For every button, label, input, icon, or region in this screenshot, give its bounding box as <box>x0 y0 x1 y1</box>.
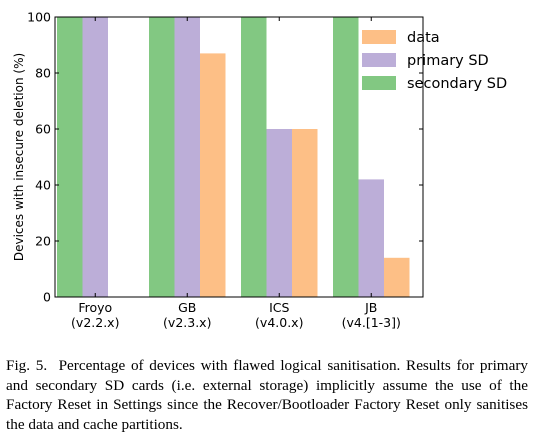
y-tick-label: 60 <box>35 122 51 137</box>
legend-swatch-data <box>362 30 396 44</box>
x-tick-label-froyo: Froyo <box>78 300 112 315</box>
bar-secondary-sd-jb <box>333 17 359 297</box>
figure-label: Fig. 5. <box>6 357 48 374</box>
x-tick-version-froyo: (v2.2.x) <box>71 315 119 330</box>
bar-chart: Devices with insecure deletion (%) 0 20 40… <box>12 10 507 331</box>
bar-data-ics <box>292 129 318 297</box>
bar-data-gb <box>200 53 226 298</box>
bar-secondary-sd-froyo <box>57 17 83 297</box>
x-tick-version-jb: (v4.[1-3]) <box>342 315 401 330</box>
bar-primary-sd-gb <box>174 17 200 297</box>
x-tick-label-ics: ICS <box>269 300 289 315</box>
x-tick-label-gb: GB <box>178 300 196 315</box>
bar-data-jb <box>384 257 410 297</box>
y-tick-label: 100 <box>27 10 51 25</box>
x-tick-version-gb: (v2.3.x) <box>163 315 211 330</box>
bar-primary-sd-ics <box>266 129 292 297</box>
bar-secondary-sd-gb <box>149 17 175 297</box>
y-tick-label: 80 <box>35 66 51 81</box>
y-tick-label: 0 <box>43 290 51 305</box>
x-tick-version-ics: (v4.0.x) <box>255 315 303 330</box>
legend-label-primary-sd: primary SD <box>407 53 489 69</box>
caption-text: Percentage of devices with flawed logica… <box>6 357 529 433</box>
y-tick-label: 20 <box>35 234 51 249</box>
plot-frame <box>54 16 424 298</box>
bar-secondary-sd-ics <box>241 17 267 297</box>
bar-primary-sd-jb <box>358 179 384 297</box>
legend-label-data: data <box>407 30 440 46</box>
legend-swatch-primary-sd <box>362 53 396 67</box>
bar-primary-sd-froyo <box>82 17 108 297</box>
figure-caption: Fig. 5. Percentage of devices with flawe… <box>6 356 528 434</box>
x-tick-label-jb: JB <box>364 300 377 315</box>
legend-swatch-secondary-sd <box>362 76 396 90</box>
y-axis-label: Devices with insecure deletion (%) <box>12 53 26 261</box>
y-tick-label: 40 <box>35 178 51 193</box>
legend-label-secondary-sd: secondary SD <box>407 76 507 92</box>
